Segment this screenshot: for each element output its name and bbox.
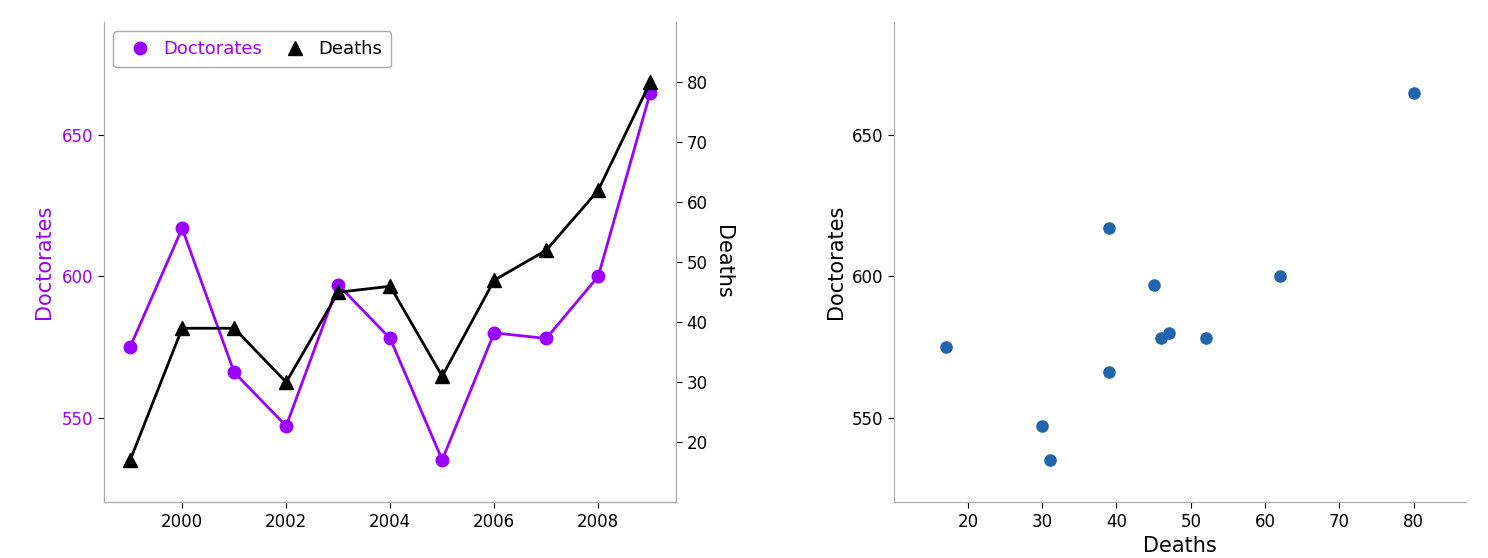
- X-axis label: Deaths: Deaths: [1143, 536, 1217, 556]
- Y-axis label: Doctorates: Doctorates: [826, 205, 847, 319]
- Point: [1030, 421, 1054, 430]
- Point: [1156, 328, 1180, 337]
- Y-axis label: Deaths: Deaths: [713, 225, 732, 299]
- Point: [1149, 334, 1173, 343]
- Point: [1097, 368, 1120, 377]
- Point: [1037, 455, 1061, 464]
- Point: [933, 343, 957, 352]
- Legend: Doctorates, Deaths: Doctorates, Deaths: [113, 31, 391, 68]
- Point: [1193, 334, 1217, 343]
- Point: [1141, 280, 1165, 289]
- Point: [1402, 88, 1426, 97]
- Point: [1097, 224, 1120, 233]
- Y-axis label: Doctorates: Doctorates: [34, 205, 54, 319]
- Point: [1268, 272, 1292, 281]
